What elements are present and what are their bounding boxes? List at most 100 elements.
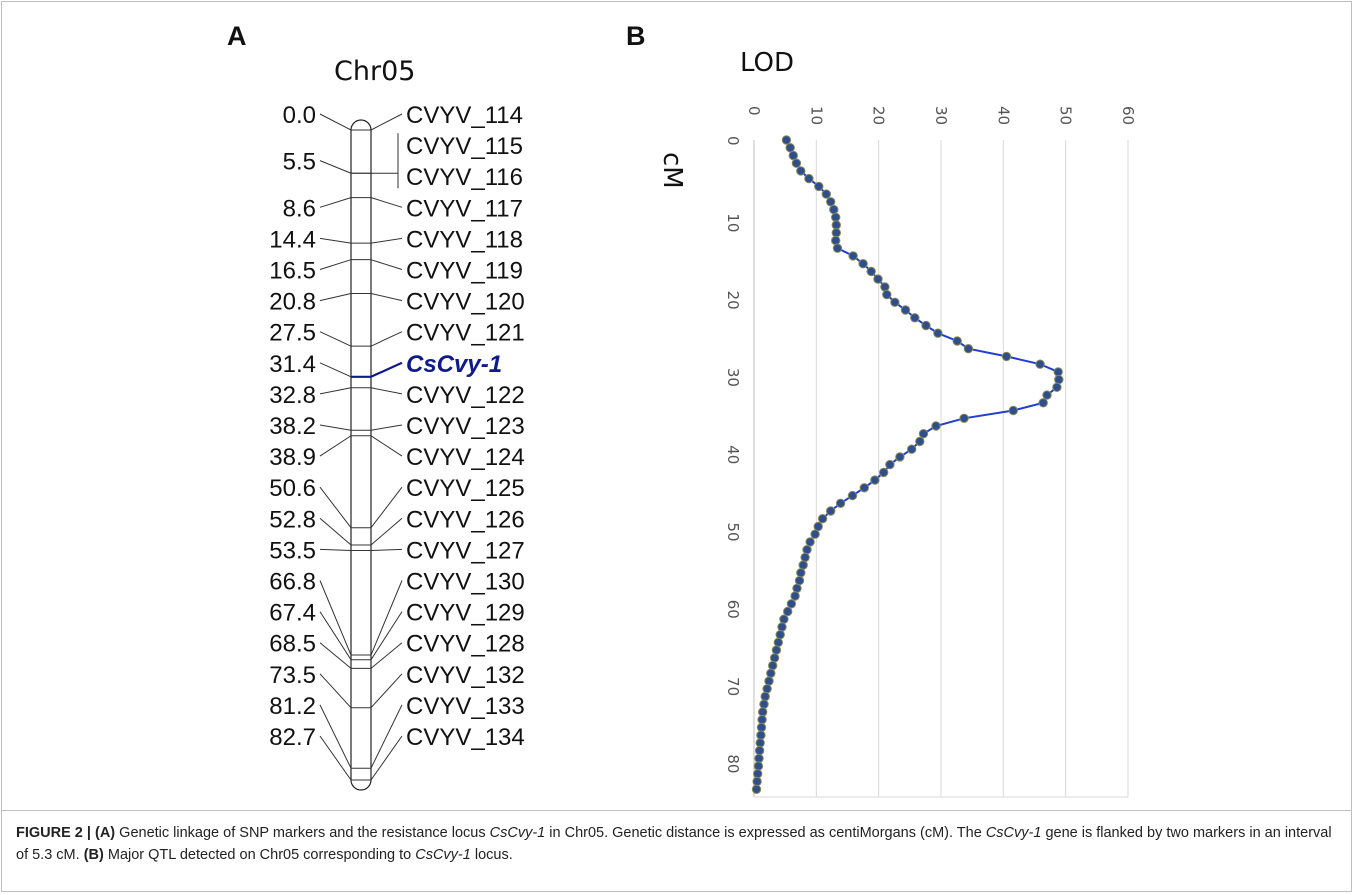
lod-point bbox=[792, 583, 802, 593]
position-label: 14.4 bbox=[269, 226, 316, 253]
lod-point bbox=[777, 622, 787, 632]
marker-connector bbox=[370, 611, 403, 661]
lod-point bbox=[758, 707, 768, 717]
lod-point bbox=[835, 498, 846, 508]
lod-point bbox=[890, 297, 900, 307]
cm-tick-label: 30 bbox=[724, 368, 742, 387]
position-connector bbox=[319, 548, 352, 551]
marker-label: CVYV_133 bbox=[406, 693, 525, 720]
caption-b-text-2: locus. bbox=[470, 847, 513, 863]
position-connector bbox=[319, 435, 352, 457]
lod-point bbox=[810, 529, 820, 539]
lod-point bbox=[885, 459, 895, 470]
y-axis-label: cM bbox=[657, 152, 687, 189]
position-label: 20.8 bbox=[269, 289, 316, 316]
lod-point bbox=[826, 506, 836, 516]
lod-point bbox=[762, 684, 772, 694]
panel-a-letter: A bbox=[227, 21, 247, 51]
lod-point bbox=[760, 691, 770, 702]
lod-point bbox=[791, 158, 802, 168]
lod-point bbox=[879, 467, 889, 478]
marker-label: CVYV_116 bbox=[406, 164, 523, 191]
caption-a-text-2: in Chr05. Genetic distance is expressed … bbox=[545, 825, 986, 841]
lod-point bbox=[1054, 374, 1064, 385]
lod-point bbox=[915, 436, 925, 447]
chromosome-title: Chr05 bbox=[334, 56, 415, 87]
marker-connector bbox=[370, 673, 403, 709]
lod-point bbox=[771, 645, 782, 655]
position-connector bbox=[319, 580, 352, 656]
marker-connector bbox=[370, 292, 403, 302]
position-label: 68.5 bbox=[269, 631, 316, 658]
marker-label: CVYV_124 bbox=[406, 444, 525, 471]
lod-point bbox=[826, 197, 836, 207]
lod-point bbox=[796, 166, 806, 176]
position-label: 50.6 bbox=[269, 475, 316, 502]
lod-point bbox=[757, 715, 767, 725]
marker-label: CVYV_132 bbox=[406, 662, 525, 689]
position-label: 53.5 bbox=[269, 537, 316, 564]
lod-point bbox=[831, 220, 841, 230]
caption-a-locus-2: CsCvy-1 bbox=[985, 825, 1042, 841]
caption-a-text-1: Genetic linkage of SNP markers and the r… bbox=[115, 825, 490, 841]
marker-label: CVYV_114 bbox=[406, 102, 523, 129]
lod-point bbox=[847, 490, 858, 501]
position-label: 38.9 bbox=[269, 444, 316, 471]
position-connector bbox=[319, 197, 352, 208]
lod-point bbox=[933, 328, 943, 338]
lod-tick-labels: 0 10 20 30 40 50 60 bbox=[745, 106, 1137, 125]
lod-point bbox=[769, 653, 780, 663]
caption-divider bbox=[1, 810, 1352, 811]
caption-a-text-3: gene is flanked by two markers in an int… bbox=[16, 825, 1332, 863]
marker-label: CVYV_130 bbox=[406, 569, 525, 596]
lod-point bbox=[1038, 398, 1048, 408]
chart-title: LOD bbox=[740, 48, 794, 78]
lod-point bbox=[796, 568, 806, 578]
lod-point bbox=[779, 614, 789, 624]
cm-tick-label: 40 bbox=[724, 445, 742, 464]
caption-a-locus-1: CsCvy-1 bbox=[489, 825, 546, 841]
marker-connector bbox=[370, 704, 403, 769]
lod-point bbox=[832, 243, 843, 253]
lod-point bbox=[764, 676, 774, 686]
lod-point bbox=[1052, 382, 1062, 392]
marker-connector bbox=[370, 517, 403, 546]
position-connector bbox=[319, 517, 352, 546]
lod-point bbox=[802, 545, 812, 555]
figure-graphic: A Chr05 CVYV_1140.0CVYV_1155.5CVYV_116CV… bbox=[227, 21, 1137, 798]
position-connector bbox=[319, 160, 352, 174]
lod-point bbox=[829, 204, 839, 215]
position-connector bbox=[319, 113, 352, 131]
position-connector bbox=[319, 673, 352, 709]
position-label: 16.5 bbox=[269, 258, 316, 285]
marker-label: CVYV_119 bbox=[406, 258, 523, 285]
lod-point bbox=[756, 722, 767, 733]
lod-point bbox=[959, 413, 969, 423]
lod-point bbox=[786, 599, 797, 609]
position-connector bbox=[319, 259, 352, 270]
position-label: 38.2 bbox=[269, 413, 316, 440]
lod-point bbox=[788, 150, 798, 161]
lod-tick-label: 0 bbox=[745, 106, 763, 116]
marker-label: CVYV_118 bbox=[406, 226, 523, 253]
lod-point bbox=[768, 660, 778, 671]
lod-point bbox=[751, 784, 762, 794]
lod-point bbox=[752, 776, 762, 787]
cm-tick-labels: 0 10 20 30 40 50 60 70 80 bbox=[724, 136, 742, 773]
marker-connector bbox=[370, 387, 403, 395]
lod-point bbox=[1053, 367, 1063, 377]
lod-point bbox=[918, 429, 929, 439]
marker-label: CVYV_126 bbox=[406, 506, 525, 533]
position-label: 52.8 bbox=[269, 506, 316, 533]
lod-point bbox=[781, 135, 792, 145]
marker-connector bbox=[370, 548, 403, 551]
marker-label: CVYV_134 bbox=[406, 724, 525, 751]
marker-label: CVYV_129 bbox=[406, 600, 525, 627]
lod-point bbox=[900, 305, 911, 315]
lod-point bbox=[921, 320, 931, 331]
position-connector bbox=[319, 292, 352, 302]
marker-connector bbox=[370, 486, 403, 529]
figure-caption: FIGURE 2 | (A) Genetic linkage of SNP ma… bbox=[16, 822, 1336, 866]
lod-point bbox=[866, 266, 876, 277]
lod-point bbox=[759, 699, 769, 709]
